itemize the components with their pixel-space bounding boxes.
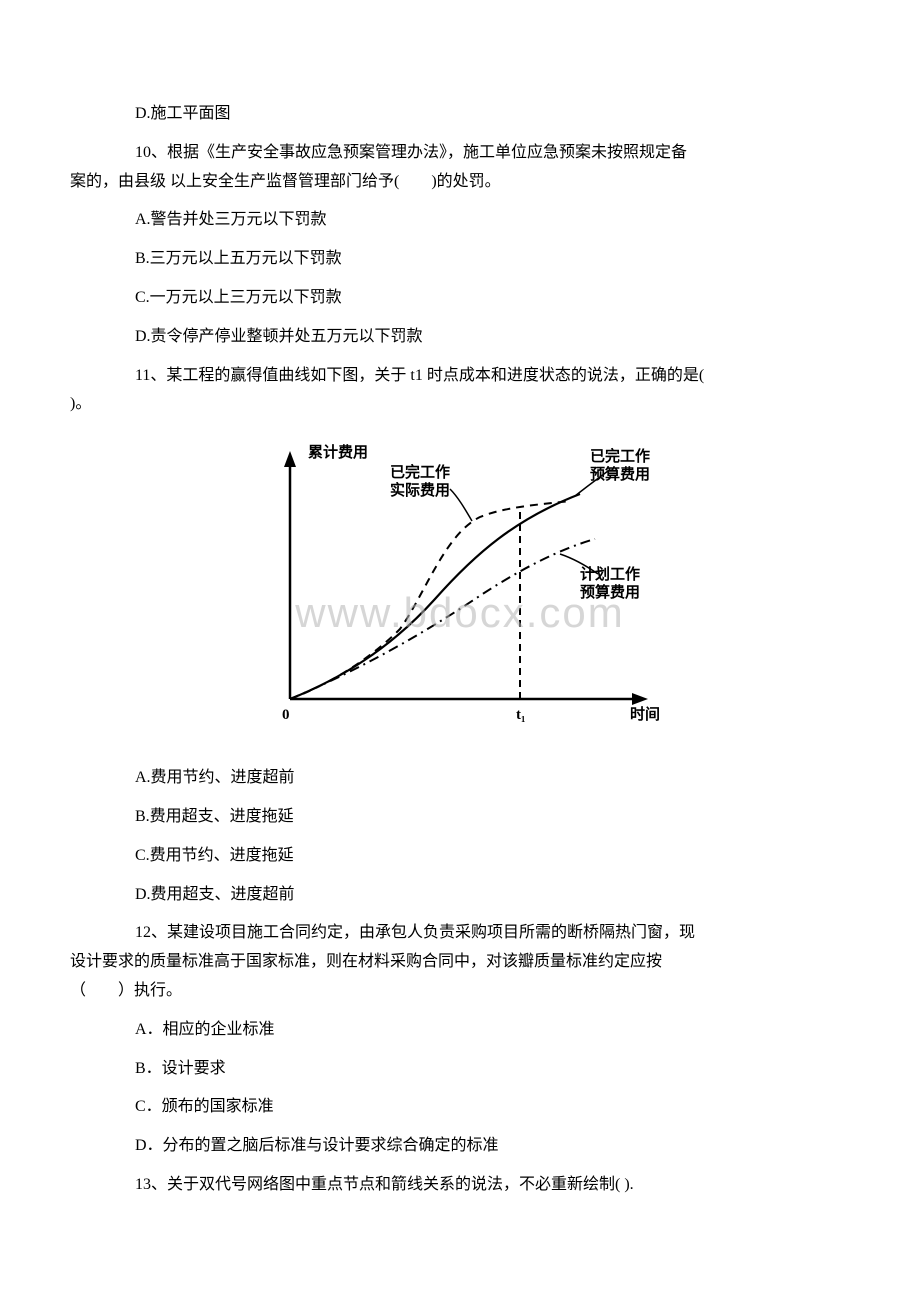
curve-bcwp [290,494,580,699]
q11-stem-line1: 11、某工程的赢得值曲线如下图，关于 t1 时点成本和进度状态的说法，正确的是( [70,362,850,391]
label-bcwp-1: 已完工作 [590,447,650,465]
chart-svg: 累计费用 时间 0 t₁ 已完工作 实际费用 已完工作 预算费用 计划工作 预算… [240,439,680,739]
label-bcwp-2: 预算费用 [590,465,650,483]
q10-stem-line2: 案的，由县级 以上安全生产监督管理部门给予( )的处罚。 [70,168,850,197]
y-axis-arrow [284,451,296,467]
q10-option-b: B.三万元以上五万元以下罚款 [70,245,850,274]
q11-option-b: B.费用超支、进度拖延 [70,803,850,832]
q12-option-b: B．设计要求 [70,1055,850,1084]
q11-option-d: D.费用超支、进度超前 [70,881,850,910]
q10-stem-line1: 10、根据《生产安全事故应急预案管理办法》，施工单位应急预案未按照规定备 [70,139,850,168]
q11-stem: 11、某工程的赢得值曲线如下图，关于 t1 时点成本和进度状态的说法，正确的是(… [70,362,850,420]
x-axis-arrow [632,693,648,705]
curve-acwp [290,501,570,699]
label-acwp-1: 已完工作 [390,463,450,481]
label-acwp-2: 实际费用 [390,481,450,499]
q11-option-c: C.费用节约、进度拖延 [70,842,850,871]
origin-label: 0 [282,707,290,723]
curve-bcws [290,539,595,699]
leader-acwp [450,489,472,521]
q10-stem: 10、根据《生产安全事故应急预案管理办法》，施工单位应急预案未按照规定备 案的，… [70,139,850,197]
q12-stem: 12、某建设项目施工合同约定，由承包人负责采购项目所需的断桥隔热门窗，现 设计要… [70,919,850,1005]
q11-stem-line2: )。 [70,390,850,419]
q12-stem-line3: （ ）执行。 [70,977,850,1006]
x-axis-label: 时间 [630,705,660,723]
q12-stem-line2: 设计要求的质量标准高于国家标准，则在材料采购合同中，对该瓣质量标准约定应按 [70,948,850,977]
q12-option-c: C．颁布的国家标准 [70,1093,850,1122]
label-bcws-1: 计划工作 [580,565,640,583]
q12-stem-line1: 12、某建设项目施工合同约定，由承包人负责采购项目所需的断桥隔热门窗，现 [70,919,850,948]
q13-stem: 13、关于双代号网络图中重点节点和箭线关系的说法，不必重新绘制( ). [70,1171,850,1200]
earned-value-chart: 累计费用 时间 0 t₁ 已完工作 实际费用 已完工作 预算费用 计划工作 预算… [70,439,850,739]
q11-option-a: A.费用节约、进度超前 [70,764,850,793]
q9-option-d: D.施工平面图 [70,100,850,129]
label-bcws-2: 预算费用 [580,583,640,601]
t1-label: t₁ [516,707,526,723]
y-axis-label: 累计费用 [308,443,368,461]
q10-option-d: D.责令停产停业整顿并处五万元以下罚款 [70,323,850,352]
q12-option-a: A．相应的企业标准 [70,1016,850,1045]
q10-option-c: C.一万元以上三万元以下罚款 [70,284,850,313]
q10-option-a: A.警告并处三万元以下罚款 [70,206,850,235]
q12-option-d: D．分布的置之脑后标准与设计要求综合确定的标准 [70,1132,850,1161]
